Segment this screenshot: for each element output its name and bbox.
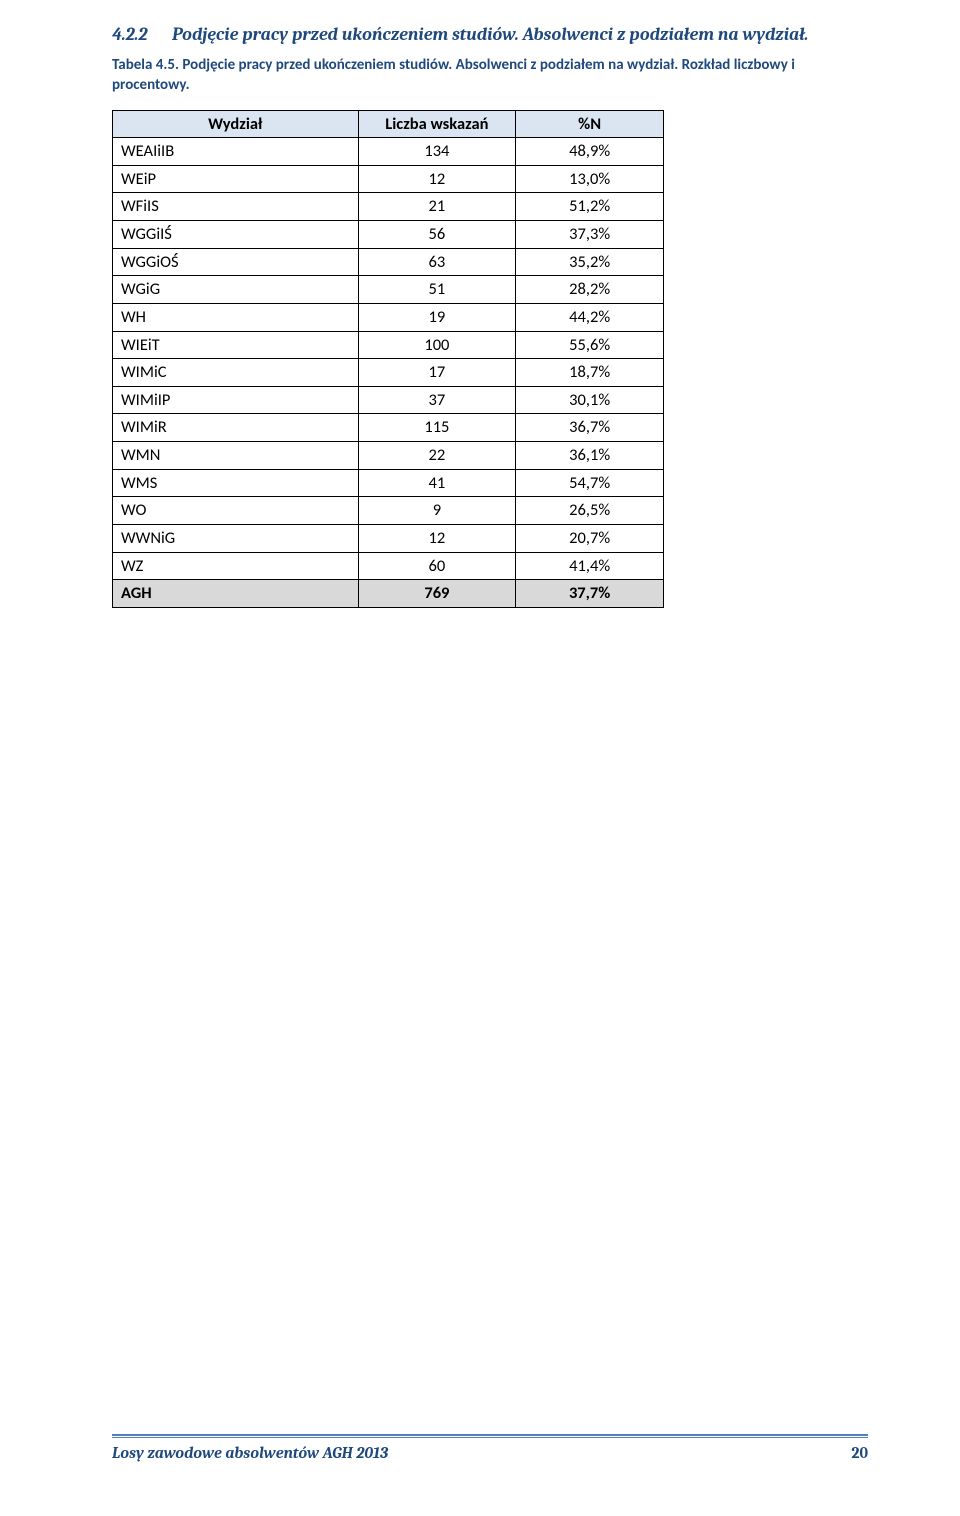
cell-label: WIMiIP xyxy=(113,386,359,414)
cell-pct: 44,2% xyxy=(516,303,664,331)
department-table: Wydział Liczba wskazań %N WEAIiIB13448,9… xyxy=(112,110,664,608)
col-header-liczba: Liczba wskazań xyxy=(358,110,516,138)
cell-pct: 37,3% xyxy=(516,221,664,249)
table-row: WH1944,2% xyxy=(113,303,664,331)
table-row: WGGiIŚ5637,3% xyxy=(113,221,664,249)
cell-pct: 26,5% xyxy=(516,497,664,525)
table-row: WMS4154,7% xyxy=(113,469,664,497)
cell-count: 41 xyxy=(358,469,516,497)
table-row: WWNiG1220,7% xyxy=(113,524,664,552)
cell-pct: 30,1% xyxy=(516,386,664,414)
cell-label: WWNiG xyxy=(113,524,359,552)
cell-label: WMN xyxy=(113,442,359,470)
cell-count: 12 xyxy=(358,524,516,552)
cell-count: 12 xyxy=(358,165,516,193)
cell-pct: 13,0% xyxy=(516,165,664,193)
cell-pct: 54,7% xyxy=(516,469,664,497)
cell-pct: 36,1% xyxy=(516,442,664,470)
table-row: WMN2236,1% xyxy=(113,442,664,470)
table-row: WIMiR11536,7% xyxy=(113,414,664,442)
cell-pct: 28,2% xyxy=(516,276,664,304)
cell-pct: 36,7% xyxy=(516,414,664,442)
cell-count: 22 xyxy=(358,442,516,470)
cell-pct: 55,6% xyxy=(516,331,664,359)
cell-label: WIMiR xyxy=(113,414,359,442)
cell-pct: 18,7% xyxy=(516,359,664,387)
col-header-pct: %N xyxy=(516,110,664,138)
cell-count: 19 xyxy=(358,303,516,331)
cell-label: WGGiOŚ xyxy=(113,248,359,276)
table-row: WO926,5% xyxy=(113,497,664,525)
cell-pct: 41,4% xyxy=(516,552,664,580)
cell-count: 37 xyxy=(358,386,516,414)
footer-rule xyxy=(112,1434,868,1438)
cell-count: 100 xyxy=(358,331,516,359)
cell-label: WZ xyxy=(113,552,359,580)
cell-count: 769 xyxy=(358,580,516,608)
section-heading: 4.2.2Podjęcie pracy przed ukończeniem st… xyxy=(112,24,848,45)
table-row: WIMiC1718,7% xyxy=(113,359,664,387)
cell-pct: 51,2% xyxy=(516,193,664,221)
cell-label: WMS xyxy=(113,469,359,497)
table-caption: Tabela 4.5. Podjęcie pracy przed ukończe… xyxy=(112,55,848,96)
cell-count: 51 xyxy=(358,276,516,304)
footer-page-number: 20 xyxy=(851,1444,868,1462)
table-total-row: AGH76937,7% xyxy=(113,580,664,608)
cell-pct: 37,7% xyxy=(516,580,664,608)
cell-count: 9 xyxy=(358,497,516,525)
cell-count: 60 xyxy=(358,552,516,580)
cell-count: 115 xyxy=(358,414,516,442)
table-row: WIMiIP3730,1% xyxy=(113,386,664,414)
col-header-wydzial: Wydział xyxy=(113,110,359,138)
cell-label: WGiG xyxy=(113,276,359,304)
page-footer: Losy zawodowe absolwentów AGH 2013 20 xyxy=(112,1434,868,1462)
table-row: WZ6041,4% xyxy=(113,552,664,580)
cell-count: 56 xyxy=(358,221,516,249)
cell-label: AGH xyxy=(113,580,359,608)
cell-pct: 20,7% xyxy=(516,524,664,552)
footer-title: Losy zawodowe absolwentów AGH 2013 xyxy=(112,1444,388,1462)
cell-count: 63 xyxy=(358,248,516,276)
table-row: WEAIiIB13448,9% xyxy=(113,138,664,166)
table-header-row: Wydział Liczba wskazań %N xyxy=(113,110,664,138)
cell-pct: 35,2% xyxy=(516,248,664,276)
cell-label: WEiP xyxy=(113,165,359,193)
cell-label: WH xyxy=(113,303,359,331)
table-row: WIEiT10055,6% xyxy=(113,331,664,359)
cell-label: WO xyxy=(113,497,359,525)
cell-pct: 48,9% xyxy=(516,138,664,166)
cell-label: WFiIS xyxy=(113,193,359,221)
cell-count: 17 xyxy=(358,359,516,387)
section-title: Podjęcie pracy przed ukończeniem studiów… xyxy=(172,24,808,45)
cell-count: 21 xyxy=(358,193,516,221)
table-row: WGiG5128,2% xyxy=(113,276,664,304)
cell-label: WGGiIŚ xyxy=(113,221,359,249)
table-row: WFiIS2151,2% xyxy=(113,193,664,221)
cell-label: WIMiC xyxy=(113,359,359,387)
table-row: WEiP1213,0% xyxy=(113,165,664,193)
table-row: WGGiOŚ6335,2% xyxy=(113,248,664,276)
cell-label: WIEiT xyxy=(113,331,359,359)
cell-count: 134 xyxy=(358,138,516,166)
section-number: 4.2.2 xyxy=(112,24,172,45)
cell-label: WEAIiIB xyxy=(113,138,359,166)
